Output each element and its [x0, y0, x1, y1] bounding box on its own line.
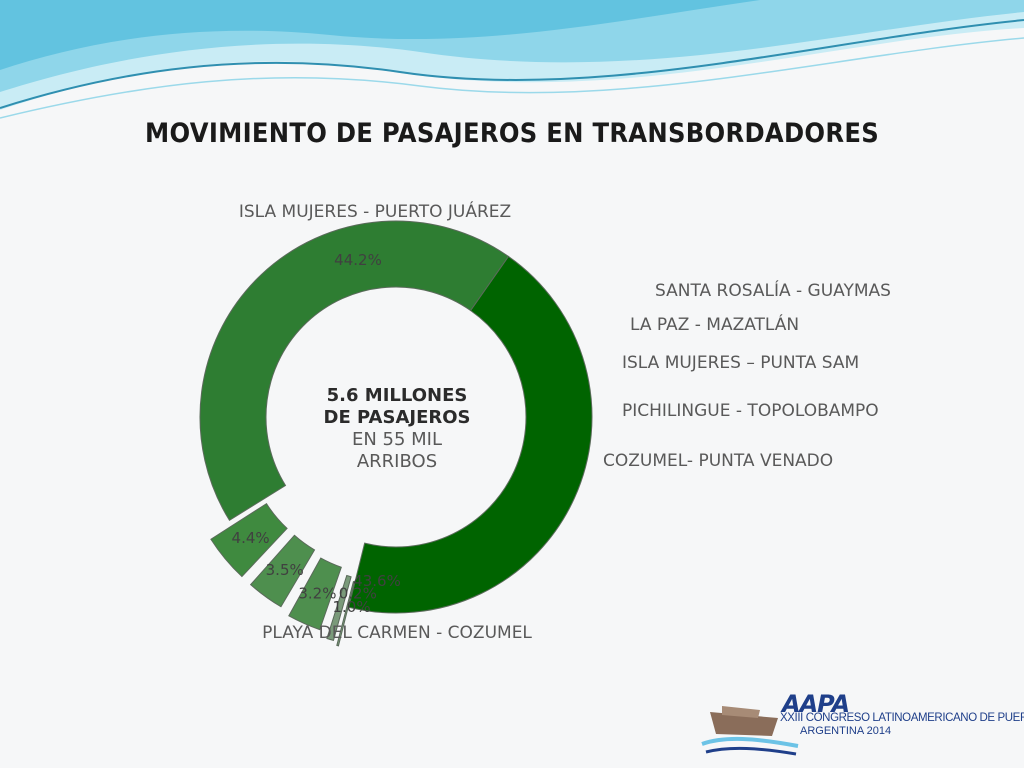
- category-label-playa-del-carmen-cozumel: PLAYA DEL CARMEN - COZUMEL: [262, 623, 532, 643]
- logo-congress-line: XXIII CONGRESO LATINOAMERICANO DE PUERTO…: [780, 712, 1024, 724]
- logo-year-line: ARGENTINA 2014: [800, 725, 892, 737]
- slice-isla-mujeres-punta-sam: [288, 557, 342, 631]
- slice-la-paz-mazatlan: [326, 574, 352, 642]
- center-line-1: 5.6 MILLONES: [326, 385, 468, 406]
- value-label-cozumel-punta-venado: 4.4%: [232, 529, 270, 547]
- category-label-la-paz-mazatlan: LA PAZ - MAZATLÁN: [630, 313, 799, 335]
- value-label-playa-del-carmen-cozumel: 43.6%: [353, 572, 401, 590]
- logo-brand: AAPA: [782, 690, 850, 718]
- center-line-3: EN 55 MIL: [351, 429, 443, 450]
- chart-slices: [199, 220, 593, 647]
- category-label-isla-mujeres-puerto-juarez: ISLA MUJERES - PUERTO JUÁREZ: [239, 200, 511, 222]
- slice-cozumel-punta-venado: [210, 502, 288, 578]
- chart-title: MOVIMIENTO DE PASAJEROS EN TRANSBORDADOR…: [145, 118, 879, 149]
- slice-isla-mujeres-puerto-juarez: [348, 255, 593, 614]
- value-label-santa-rosalia-guaymas: 0.2%: [339, 585, 377, 603]
- chart-category-labels: ISLA MUJERES - PUERTO JUÁREZ SANTA ROSALÍ…: [239, 200, 891, 643]
- center-line-2: DE PASAJEROS: [323, 407, 471, 428]
- chart-value-labels: 44.2% 0.2%1.0%3.2% 3.5% 4.4% 43.6%: [232, 251, 401, 616]
- value-label-la-paz-mazatlan: 1.0%: [332, 598, 370, 616]
- category-label-cozumel-punta-venado: COZUMEL- PUNTA VENADO: [603, 451, 833, 471]
- slice-playa-del-carmen-cozumel: [199, 220, 510, 521]
- value-label-isla-mujeres-punta-sam: 3.2%: [298, 584, 336, 602]
- category-label-pichilingue-topolobampo: PICHILINGUE - TOPOLOBAMPO: [622, 401, 879, 421]
- value-label-isla-mujeres-puerto-juarez: 44.2%: [334, 251, 382, 269]
- aapa-logo: AAPA XXIII CONGRESO LATINOAMERICANO DE P…: [700, 690, 1024, 768]
- header-wave-decoration: [0, 0, 1024, 119]
- slice-pichilingue-topolobampo: [249, 534, 316, 608]
- donut-center-summary: 5.6 MILLONES DE PASAJEROS EN 55 MIL ARRI…: [297, 385, 497, 473]
- ship-icon: [701, 706, 799, 756]
- value-label-pichilingue-topolobampo: 3.5%: [266, 561, 304, 579]
- category-label-santa-rosalia-guaymas: SANTA ROSALÍA - GUAYMAS: [655, 279, 891, 301]
- center-line-4: ARRIBOS: [356, 451, 438, 472]
- category-label-isla-mujeres-punta-sam: ISLA MUJERES – PUNTA SAM: [622, 353, 859, 373]
- slice-santa-rosalia-guaymas: [336, 580, 356, 647]
